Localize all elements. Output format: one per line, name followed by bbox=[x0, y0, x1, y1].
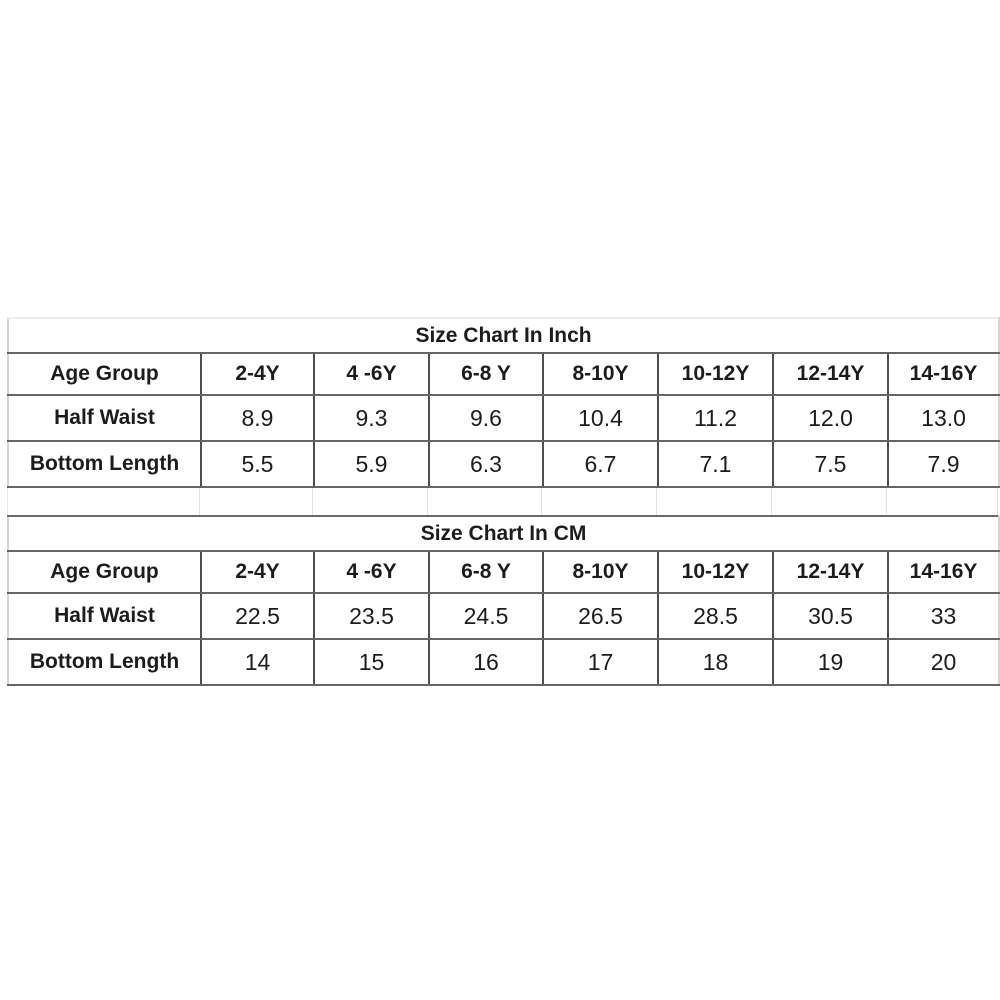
value-cell: 12.0 bbox=[773, 395, 889, 442]
value-cell: 23.5 bbox=[314, 593, 430, 640]
header-row: Age Group 2-4Y 4 -6Y 6-8 Y 8-10Y 10-12Y … bbox=[7, 353, 1000, 396]
value-cell: 24.5 bbox=[429, 593, 544, 640]
value-cell: 6.3 bbox=[429, 441, 544, 488]
column-header: 2-4Y bbox=[201, 353, 315, 396]
column-header: 10-12Y bbox=[658, 551, 774, 594]
gridline-cell bbox=[200, 488, 313, 515]
gridline-cell bbox=[428, 488, 542, 515]
row-label: Half Waist bbox=[7, 593, 202, 640]
column-header: 4 -6Y bbox=[314, 353, 430, 396]
gridline-cell bbox=[772, 488, 887, 515]
column-header: 2-4Y bbox=[201, 551, 315, 594]
value-cell: 19 bbox=[773, 639, 889, 686]
value-cell: 10.4 bbox=[543, 395, 659, 442]
column-header: 4 -6Y bbox=[314, 551, 430, 594]
value-cell: 30.5 bbox=[773, 593, 889, 640]
value-cell: 7.9 bbox=[888, 441, 1000, 488]
value-cell: 17 bbox=[543, 639, 659, 686]
gridline-cell bbox=[542, 488, 657, 515]
table-row: Bottom Length 5.5 5.9 6.3 6.7 7.1 7.5 7.… bbox=[7, 441, 1000, 488]
value-cell: 22.5 bbox=[201, 593, 315, 640]
column-header: 6-8 Y bbox=[429, 551, 544, 594]
title-row: Size Chart In Inch bbox=[6, 317, 1000, 354]
column-header: 14-16Y bbox=[888, 551, 1000, 594]
value-cell: 5.9 bbox=[314, 441, 430, 488]
value-cell: 7.5 bbox=[773, 441, 889, 488]
value-cell: 9.3 bbox=[314, 395, 430, 442]
value-cell: 20 bbox=[888, 639, 1000, 686]
gridline-cell bbox=[887, 488, 998, 515]
title-row: Size Chart In CM bbox=[6, 515, 1000, 552]
row-label: Bottom Length bbox=[7, 441, 202, 488]
value-cell: 28.5 bbox=[658, 593, 774, 640]
table-title: Size Chart In Inch bbox=[6, 317, 1000, 354]
size-chart-inch-table: Size Chart In Inch Age Group 2-4Y 4 -6Y … bbox=[6, 317, 1000, 488]
size-chart-block: Size Chart In Inch Age Group 2-4Y 4 -6Y … bbox=[6, 317, 1000, 686]
value-cell: 18 bbox=[658, 639, 774, 686]
value-cell: 16 bbox=[429, 639, 544, 686]
gridline-cell bbox=[7, 488, 200, 515]
column-header: 12-14Y bbox=[773, 353, 889, 396]
value-cell: 8.9 bbox=[201, 395, 315, 442]
value-cell: 11.2 bbox=[658, 395, 774, 442]
value-cell: 6.7 bbox=[543, 441, 659, 488]
column-header: 8-10Y bbox=[543, 551, 659, 594]
table-row: Half Waist 22.5 23.5 24.5 26.5 28.5 30.5… bbox=[7, 593, 1000, 640]
value-cell: 33 bbox=[888, 593, 1000, 640]
value-cell: 14 bbox=[201, 639, 315, 686]
column-header: 6-8 Y bbox=[429, 353, 544, 396]
value-cell: 9.6 bbox=[429, 395, 544, 442]
gridline-cell bbox=[657, 488, 772, 515]
column-header: Age Group bbox=[7, 353, 202, 396]
column-header: 10-12Y bbox=[658, 353, 774, 396]
value-cell: 13.0 bbox=[888, 395, 1000, 442]
header-row: Age Group 2-4Y 4 -6Y 6-8 Y 8-10Y 10-12Y … bbox=[7, 551, 1000, 594]
value-cell: 26.5 bbox=[543, 593, 659, 640]
row-label: Bottom Length bbox=[7, 639, 202, 686]
value-cell: 5.5 bbox=[201, 441, 315, 488]
column-header: 8-10Y bbox=[543, 353, 659, 396]
spreadsheet-spacer-row bbox=[7, 488, 998, 515]
table-title: Size Chart In CM bbox=[6, 515, 1000, 552]
column-header: Age Group bbox=[7, 551, 202, 594]
row-label: Half Waist bbox=[7, 395, 202, 442]
column-header: 12-14Y bbox=[773, 551, 889, 594]
table-row: Half Waist 8.9 9.3 9.6 10.4 11.2 12.0 13… bbox=[7, 395, 1000, 442]
value-cell: 15 bbox=[314, 639, 430, 686]
value-cell: 7.1 bbox=[658, 441, 774, 488]
size-chart-cm-table: Size Chart In CM Age Group 2-4Y 4 -6Y 6-… bbox=[6, 515, 1000, 686]
gridline-cell bbox=[313, 488, 428, 515]
column-header: 14-16Y bbox=[888, 353, 1000, 396]
table-row: Bottom Length 14 15 16 17 18 19 20 bbox=[7, 639, 1000, 686]
